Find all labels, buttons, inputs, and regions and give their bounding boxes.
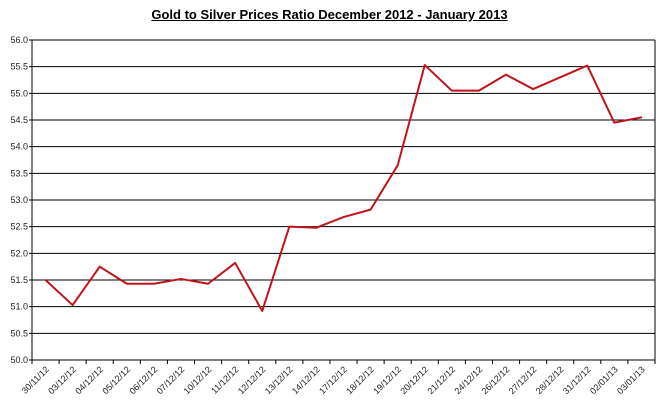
x-tick-label: 06/12/12 — [127, 364, 159, 396]
data-point — [98, 265, 101, 268]
y-tick-label: 50.5 — [10, 328, 28, 338]
data-point — [613, 121, 616, 124]
y-tick-label: 53.0 — [10, 195, 28, 205]
y-tick-label: 54.5 — [10, 115, 28, 125]
data-point — [342, 216, 345, 218]
data-point — [478, 89, 480, 92]
y-tick-label: 52.5 — [10, 222, 28, 232]
data-point — [153, 282, 155, 285]
x-tick-label: 12/12/12 — [236, 364, 268, 396]
data-point — [261, 310, 264, 312]
x-tick-label: 18/12/12 — [344, 364, 376, 396]
y-tick-label: 51.5 — [10, 275, 28, 285]
y-tick-label: 56.0 — [10, 35, 28, 45]
y-tick-label: 53.5 — [10, 168, 28, 178]
y-tick-label: 55.5 — [10, 62, 28, 72]
x-tick-label: 10/12/12 — [182, 364, 214, 396]
series-line — [44, 64, 642, 312]
x-tick-label: 20/12/12 — [398, 364, 430, 396]
data-point — [532, 88, 534, 90]
x-tick-label: 02/01/13 — [588, 364, 620, 396]
x-tick-label: 13/12/12 — [263, 364, 295, 396]
x-tick-label: 21/12/12 — [425, 364, 457, 396]
x-tick-label: 17/12/12 — [317, 364, 349, 396]
x-tick-label: 31/12/12 — [561, 364, 593, 396]
x-tick-label: 14/12/12 — [290, 364, 322, 396]
data-point — [559, 76, 561, 79]
x-tick-label: 27/12/12 — [507, 364, 539, 396]
x-tick-label: 30/11/12 — [20, 364, 51, 395]
data-point — [451, 89, 453, 92]
y-tick-label: 51.0 — [10, 302, 28, 312]
chart-title: Gold to Silver Prices Ratio December 201… — [151, 7, 508, 22]
data-point — [423, 64, 426, 66]
y-tick-label: 52.0 — [10, 248, 28, 258]
y-tick-label: 50.0 — [10, 355, 28, 365]
data-point — [234, 262, 236, 264]
x-tick-label: 11/12/12 — [209, 364, 240, 395]
data-point — [71, 304, 74, 306]
data-point — [207, 282, 209, 285]
x-tick-label: 03/12/12 — [46, 364, 78, 396]
data-point — [505, 73, 507, 76]
data-point — [288, 225, 291, 228]
x-tick-label: 03/01/13 — [615, 364, 647, 396]
data-point — [44, 279, 47, 281]
x-tick-label: 04/12/12 — [73, 364, 105, 396]
data-point — [126, 282, 128, 285]
data-point — [180, 278, 182, 280]
x-tick-label: 28/12/12 — [534, 364, 566, 396]
data-point — [369, 208, 372, 211]
x-tick-label: 24/12/12 — [452, 364, 484, 396]
data-point — [315, 226, 318, 229]
data-point — [586, 64, 589, 67]
data-point — [640, 116, 643, 119]
x-tick-label: 26/12/12 — [480, 364, 512, 396]
y-tick-label: 54.0 — [10, 142, 28, 152]
x-tick-label: 05/12/12 — [100, 364, 132, 396]
x-tick-label: 19/12/12 — [371, 364, 403, 396]
data-point — [396, 164, 399, 167]
x-tick-label: 07/12/12 — [155, 364, 187, 396]
y-tick-label: 55.0 — [10, 88, 28, 98]
